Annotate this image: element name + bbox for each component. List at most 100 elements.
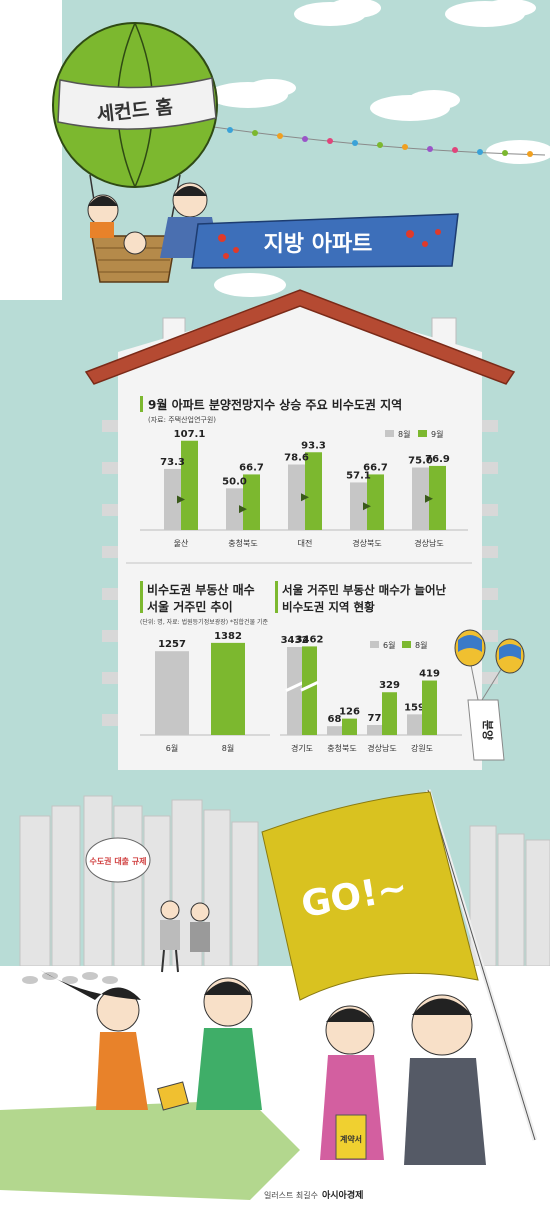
chart1-legend-label-0: 8월: [398, 429, 410, 439]
chart1-category-3: 경상북도: [352, 538, 381, 548]
chart3-label-jun-0: 3432: [281, 635, 309, 646]
chart1-label-aug-2: 78.6: [284, 453, 309, 464]
chart1-label-aug-0: 73.3: [160, 457, 185, 468]
chart1-title-bar: [140, 396, 143, 412]
contract-document: [335, 1114, 367, 1160]
chart1-legend-swatch-0: [385, 430, 394, 437]
chart3-bar-jun-2: [367, 724, 382, 735]
go-flag: GO!~: [261, 789, 538, 1141]
panel-divider: [126, 562, 472, 564]
credit-prefix: 일러스트 최길수: [264, 1190, 318, 1200]
chart3-legend-swatch-0: [370, 641, 379, 648]
chart3-legend-label-0: 6월: [383, 640, 395, 650]
chart3-label-aug-2: 329: [379, 680, 400, 691]
chart3-axis-break-1: [300, 680, 319, 692]
chart1-bar-aug-1: [226, 488, 243, 530]
clouds: [208, 0, 550, 297]
chart-1: 9월 아파트 분양전망지수 상승 주요 비수도권 지역 (자료: 주택산업연구원…: [140, 396, 468, 548]
background-people: [160, 900, 210, 973]
chart1-label-sep-3: 66.7: [363, 462, 388, 473]
chart1-label-aug-3: 57.1: [346, 470, 371, 481]
hot-air-balloon: 세컨드 홈: [52, 22, 218, 283]
credit-brand: 아시아경제: [322, 1189, 363, 1201]
chart3-label-jun-3: 159: [404, 702, 425, 713]
chart1-label-aug-4: 75.0: [408, 456, 433, 467]
chart3-category-2: 경상남도: [367, 743, 396, 753]
chart2-bar-1: [211, 642, 245, 735]
chart1-title: 9월 아파트 분양전망지수 상승 주요 비수도권 지역: [148, 397, 402, 412]
chart1-category-1: 충청북도: [228, 539, 257, 548]
green-arrow-path: [0, 1100, 300, 1200]
chart3-bar-jun-0: [287, 647, 302, 735]
chart1-rise-arrow-2: [301, 493, 309, 502]
chart1-label-sep-1: 66.7: [239, 462, 264, 473]
bunyang-text: 분양: [481, 720, 495, 740]
chart3-title-line-2: 비수도권 지역 현황: [282, 600, 375, 614]
banner-flowers: [218, 229, 441, 259]
chart3-label-aug-0: 3462: [296, 634, 324, 645]
chart1-category-0: 울산: [174, 538, 189, 548]
chart1-bar-sep-3: [367, 474, 384, 530]
chart3-category-3: 강원도: [411, 743, 433, 753]
chart1-bar-sep-1: [243, 474, 260, 530]
chart2-category-1: 8월: [222, 743, 234, 753]
chart3-title-bar: [275, 581, 278, 613]
chart3-category-0: 경기도: [291, 743, 313, 753]
chart3-label-aug-3: 419: [419, 669, 440, 680]
chart3-bar-jun-1: [327, 726, 342, 735]
chart1-category-2: 대전: [298, 538, 313, 548]
house-wall: [118, 298, 482, 770]
chart1-bar-sep-0: [181, 440, 198, 530]
chart3-title-line-1: 서울 거주민 부동산 매수가 늘어난: [282, 583, 447, 597]
chart1-legend-label-1: 9월: [431, 429, 443, 439]
chart2-title-line-2: 서울 거주민 추이: [147, 599, 233, 614]
chart1-bar-sep-4: [429, 465, 446, 530]
chart1-bar-aug-3: [350, 482, 367, 530]
chart-3: 서울 거주민 부동산 매수가 늘어난 비수도권 지역 현황 6월 8월 3432…: [275, 581, 462, 753]
chart1-legend: 8월 9월: [385, 429, 443, 439]
bunyang-balloons: 분양: [454, 629, 525, 761]
footprints: [22, 972, 118, 984]
chart3-legend-label-1: 8월: [415, 640, 427, 650]
chart3-bar-aug-3: [422, 680, 437, 735]
chart3-bar-jun-3: [407, 714, 422, 735]
chart1-label-sep-2: 93.3: [301, 440, 326, 451]
house: [84, 289, 516, 770]
chart2-category-0: 6월: [166, 743, 178, 753]
banner-text: 지방 아파트: [264, 232, 373, 257]
chart1-rise-arrow-3: [363, 502, 371, 511]
chart1-legend-swatch-1: [418, 430, 427, 437]
chart1-label-aug-1: 50.0: [222, 476, 247, 487]
chart1-rise-arrow-1: [239, 505, 247, 514]
chart1-bar-aug-0: [164, 468, 181, 530]
chart1-bar-aug-4: [412, 467, 429, 530]
left-margin: [0, 0, 62, 300]
chart2-title-line-1: 비수도권 부동산 매수: [147, 582, 255, 597]
chart-2: 비수도권 부동산 매수 서울 거주민 추이 (단위: 명, 자료: 법원등기정보…: [140, 581, 270, 753]
chart1-label-sep-4: 76.9: [425, 454, 450, 465]
chart2-source: (단위: 명, 자료: 법원등기정보광장) *집합건물 기준: [140, 618, 269, 626]
chart1-rise-arrow-0: [177, 495, 185, 504]
chart1-bar-sep-2: [305, 452, 322, 530]
chart3-category-1: 충청북도: [327, 744, 356, 753]
chart3-bar-aug-2: [382, 692, 397, 735]
chart3-legend: 6월 8월: [370, 640, 427, 650]
credit: 일러스트 최길수 아시아경제: [264, 1189, 363, 1201]
chart1-source: (자료: 주택산업연구원): [148, 415, 216, 424]
chart2-title-bar: [140, 581, 143, 613]
chart1-category-4: 경상남도: [414, 538, 443, 548]
banner: 지방 아파트: [191, 213, 459, 269]
flag-cloth: [261, 791, 479, 1001]
running-people: 계약서: [40, 970, 486, 1165]
chart1-bar-aug-2: [288, 464, 305, 530]
chart3-label-aug-1: 126: [339, 707, 360, 718]
chart1-rise-arrow-4: [425, 494, 433, 503]
chart1-label-sep-0: 107.1: [174, 429, 206, 440]
house-roof: [84, 289, 516, 385]
chart3-bar-aug-0: [302, 646, 317, 735]
chart3-label-jun-1: 68: [328, 714, 342, 725]
chart2-bar-0: [155, 651, 189, 735]
sign-text: 수도권 대출 규제: [89, 856, 146, 866]
chart3-legend-swatch-1: [402, 641, 411, 648]
